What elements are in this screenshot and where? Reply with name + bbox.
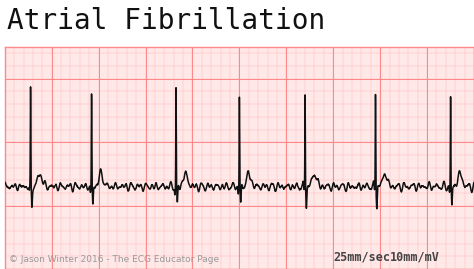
- Text: Atrial Fibrillation: Atrial Fibrillation: [7, 7, 325, 35]
- Text: 10mm/mV: 10mm/mV: [390, 251, 439, 264]
- Text: © Jason Winter 2016 - The ECG Educator Page: © Jason Winter 2016 - The ECG Educator P…: [9, 255, 219, 264]
- Text: 25mm/sec: 25mm/sec: [333, 251, 390, 264]
